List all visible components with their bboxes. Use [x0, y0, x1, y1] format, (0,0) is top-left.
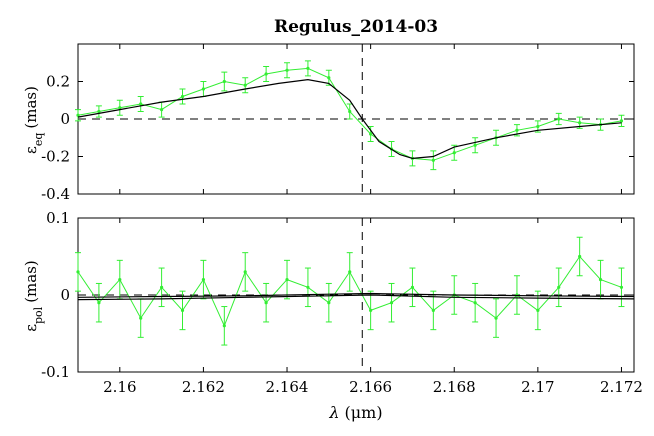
top-y-axis-subscript: eq — [32, 133, 45, 147]
top-y-axis-symbol: ε — [22, 146, 40, 154]
bottom-data-point — [557, 285, 561, 289]
bottom-data-point — [619, 285, 624, 289]
top-data-point — [97, 109, 101, 114]
bottom-data-point — [76, 270, 80, 274]
bottom-series-2-line — [77, 294, 635, 301]
bottom-y-axis-label: εpol (mas) — [22, 260, 45, 332]
bottom-y-axis-subscript: pol — [32, 306, 45, 324]
bottom-data-point — [97, 301, 101, 305]
top-plot-area — [75, 44, 634, 194]
top-data-point — [578, 121, 582, 125]
bottom-y-tick-label: -0.1 — [41, 363, 70, 381]
top-data-point — [348, 109, 352, 114]
top-data-point — [222, 79, 226, 84]
top-data-point — [243, 83, 247, 87]
top-y-tick-label: 0.2 — [46, 73, 70, 91]
top-data-point — [139, 102, 143, 106]
x-axis-symbol: λ — [328, 403, 339, 422]
bottom-data-point — [494, 316, 498, 320]
bottom-data-point — [306, 285, 310, 289]
bottom-data-point — [578, 254, 582, 259]
bottom-data-point — [118, 278, 122, 282]
top-data-point — [160, 108, 164, 112]
bottom-y-axis-unit: (mas) — [22, 260, 40, 303]
top-y-tick-label: 0 — [60, 110, 70, 128]
bottom-data-point — [431, 308, 435, 312]
bottom-data-point — [139, 316, 143, 320]
top-y-tick-label: -0.2 — [41, 148, 70, 166]
x-tick-label: 2.166 — [349, 378, 392, 396]
bottom-data-point — [243, 270, 247, 274]
x-tick-label: 2.17 — [521, 378, 554, 396]
top-data-point — [557, 117, 561, 121]
bottom-data-point — [348, 270, 352, 274]
top-data-point — [264, 72, 268, 76]
bottom-y-ticks: 0.1 0 -0.1 — [41, 209, 634, 381]
bottom-series-1-line — [77, 292, 635, 298]
chart-title: Regulus_2014-03 — [274, 17, 438, 37]
x-tick-label: 2.172 — [600, 378, 643, 396]
x-tick-label: 2.168 — [433, 378, 476, 396]
bottom-data-point — [201, 278, 206, 282]
bottom-data-point — [389, 301, 394, 305]
top-series-1-line — [77, 78, 622, 160]
bottom-data-point — [264, 301, 268, 305]
bottom-data-point — [369, 308, 373, 312]
bottom-data-point — [160, 285, 164, 289]
bottom-data-point — [410, 285, 415, 289]
bottom-y-axis-symbol: ε — [22, 324, 40, 332]
top-data-point — [515, 128, 519, 132]
top-y-axis-unit: (mas) — [22, 86, 40, 129]
bottom-data-point — [222, 324, 226, 328]
top-data-point — [431, 158, 435, 162]
top-data-point — [118, 106, 122, 110]
bottom-data-point — [327, 301, 331, 305]
top-data-point — [306, 66, 310, 70]
top-data-point — [201, 87, 206, 91]
bottom-panel: 0.10-0.1 2.16 2.162 2.164 2.166 2.168 2.17 2.1… — [22, 209, 643, 422]
top-y-ticks: 0.2 0 -0.2 -0.4 — [41, 44, 634, 203]
bottom-data-point — [285, 278, 289, 282]
x-axis-unit: (μm) — [345, 403, 383, 422]
bottom-x-ticks: 2.16 2.162 2.164 2.166 2.168 2.17 2.172 — [103, 378, 643, 396]
top-data-point — [76, 113, 80, 117]
top-panel: 0.2 0 -0.2 -0.4 εeq (mas) — [22, 43, 635, 203]
top-data-point — [327, 76, 331, 80]
x-tick-label: 2.162 — [182, 378, 225, 396]
top-y-axis-label: εeq (mas) — [22, 86, 45, 154]
bottom-y-tick-label: 0.1 — [46, 209, 70, 227]
bottom-plot-area — [75, 218, 635, 372]
x-axis-label: λ (μm) — [328, 403, 382, 422]
top-data-point — [452, 151, 456, 155]
top-data-point — [285, 68, 289, 72]
x-tick-label: 2.164 — [266, 378, 309, 396]
top-data-point — [180, 94, 185, 99]
top-data-point — [473, 143, 477, 147]
x-tick-label: 2.16 — [103, 378, 136, 396]
bottom-y-tick-label: 0 — [60, 286, 70, 304]
bottom-data-point — [536, 308, 540, 312]
top-y-tick-label: -0.4 — [41, 185, 70, 203]
top-data-point — [369, 132, 373, 136]
top-data-point — [619, 119, 624, 123]
top-data-point — [536, 124, 540, 129]
bottom-data-point — [473, 301, 477, 305]
bottom-data-point — [598, 278, 603, 282]
bottom-data-point — [180, 308, 185, 312]
